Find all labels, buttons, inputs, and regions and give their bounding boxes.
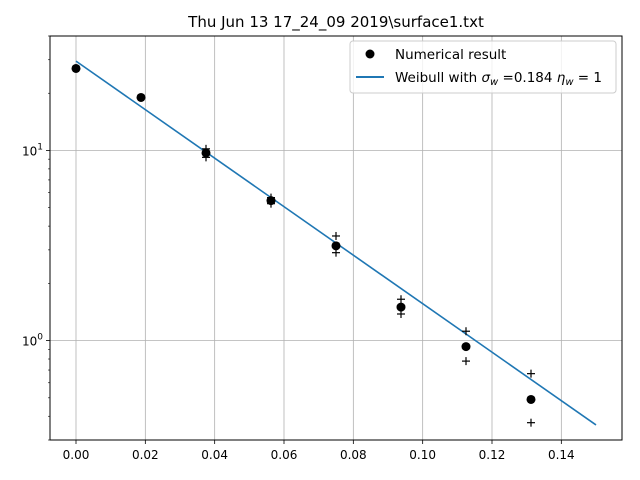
plus-marker bbox=[527, 418, 535, 427]
plus-marker bbox=[462, 357, 470, 366]
legend-label-weibull: Weibull with σw =0.184 ηw = 1 bbox=[395, 70, 602, 88]
plus-marker bbox=[202, 144, 210, 153]
data-point bbox=[396, 302, 406, 312]
data-point bbox=[461, 342, 471, 352]
grid bbox=[50, 36, 622, 440]
x-tick-label: 0.12 bbox=[479, 448, 506, 462]
data-point bbox=[71, 63, 81, 73]
data-point bbox=[201, 148, 211, 158]
x-tick-label: 0.00 bbox=[63, 448, 90, 462]
chart-title: Thu Jun 13 17_24_09 2019\surface1.txt bbox=[187, 13, 484, 32]
plus-marker bbox=[332, 231, 340, 240]
x-tick-label: 0.08 bbox=[340, 448, 367, 462]
legend-box bbox=[349, 40, 617, 94]
y-axis: 100 101 bbox=[22, 35, 50, 441]
x-tick-label: 0.06 bbox=[271, 448, 298, 462]
axes-frame bbox=[49, 35, 623, 441]
x-tick-label: 0.10 bbox=[409, 448, 436, 462]
legend-label-numerical: Numerical result bbox=[395, 47, 506, 63]
y-tick-label: 101 bbox=[22, 142, 43, 158]
x-axis: 0.00 0.02 0.04 0.06 0.08 0.10 0.12 0.14 bbox=[63, 440, 575, 462]
plot-markers bbox=[71, 63, 536, 427]
legend: Numerical result Weibull with σw =0.184 … bbox=[349, 40, 617, 94]
data-point bbox=[526, 394, 536, 404]
plus-marker bbox=[527, 369, 535, 378]
data-point bbox=[331, 241, 341, 251]
plus-marker bbox=[462, 327, 470, 336]
x-tick-label: 0.02 bbox=[132, 448, 159, 462]
plus-marker bbox=[267, 199, 275, 208]
x-tick-label: 0.14 bbox=[548, 448, 575, 462]
x-tick-label: 0.04 bbox=[201, 448, 228, 462]
plus-marker bbox=[202, 153, 210, 162]
plus-marker bbox=[397, 295, 405, 304]
plus-marker bbox=[332, 248, 340, 257]
y-tick-label: 100 bbox=[22, 333, 43, 349]
legend-marker-circle bbox=[365, 49, 375, 59]
plus-marker bbox=[397, 309, 405, 318]
data-point bbox=[136, 92, 146, 102]
